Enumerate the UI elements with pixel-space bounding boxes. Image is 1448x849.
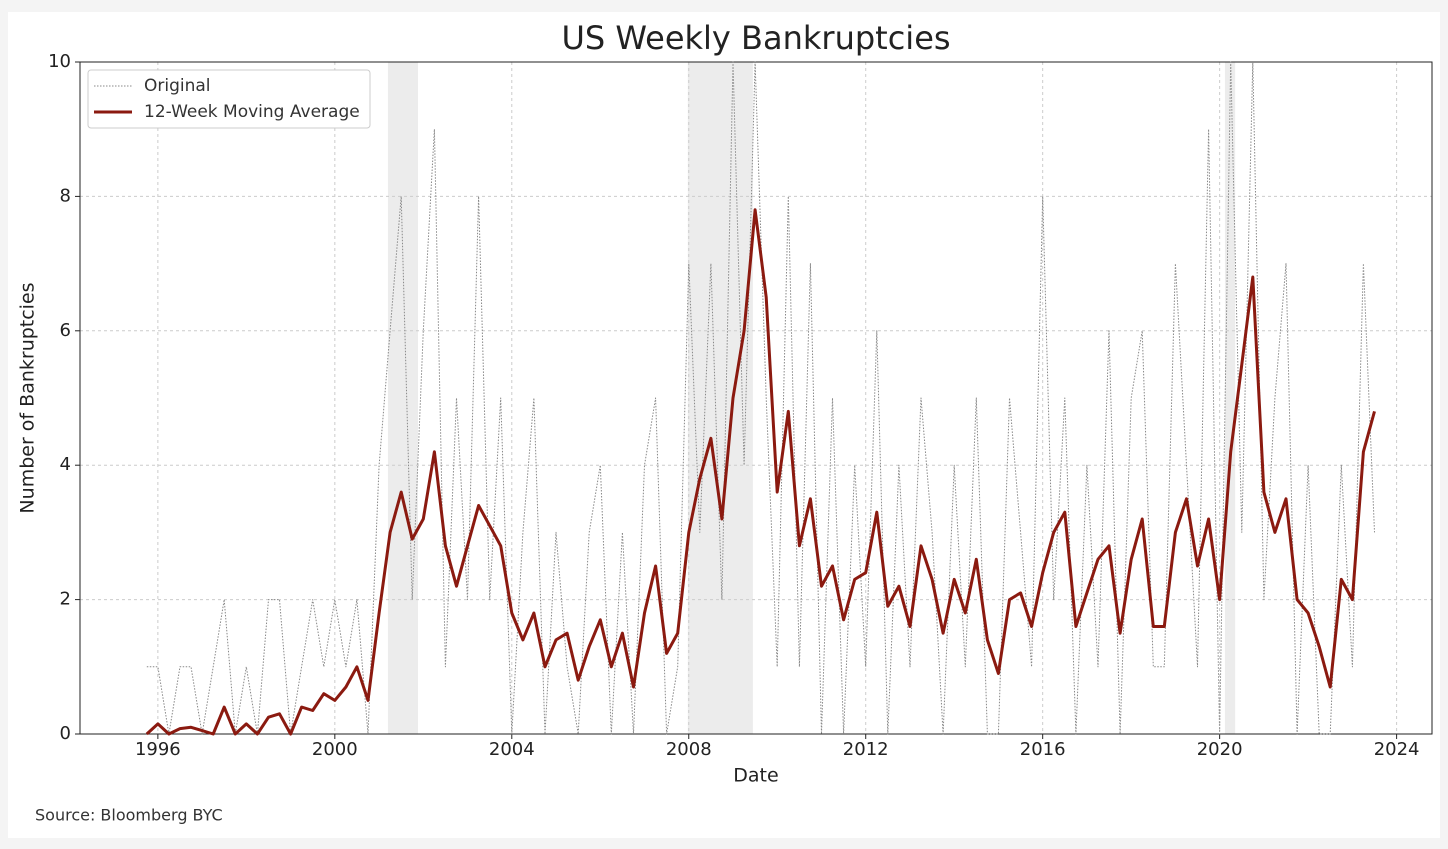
- y-tick-label: 10: [48, 51, 71, 72]
- y-tick-label: 4: [60, 454, 71, 475]
- x-tick-label: 2012: [843, 739, 889, 760]
- shaded-region: [687, 62, 753, 734]
- y-tick-label: 8: [60, 185, 71, 206]
- chart-title: US Weekly Bankruptcies: [561, 19, 950, 57]
- y-axis-label: Number of Bankruptcies: [17, 282, 39, 513]
- legend-label: 12-Week Moving Average: [144, 102, 360, 122]
- plot-frame: [79, 61, 1433, 735]
- x-tick-label: 1996: [135, 739, 181, 760]
- x-tick-label: 2016: [1020, 739, 1066, 760]
- x-tick-label: 2000: [312, 739, 358, 760]
- legend-box: [87, 69, 371, 129]
- x-tick-label: 2024: [1374, 739, 1420, 760]
- y-tick-label: 2: [60, 589, 71, 610]
- legend-label: Original: [144, 76, 211, 96]
- x-tick-label: 2008: [666, 739, 712, 760]
- shaded-region: [1224, 62, 1236, 734]
- y-tick-label: 6: [60, 320, 71, 341]
- source-note: Source: Bloomberg BYC: [35, 806, 223, 825]
- series-line: [145, 208, 1376, 736]
- x-axis-label: Date: [733, 765, 778, 787]
- x-tick-label: 2004: [489, 739, 535, 760]
- shaded-region: [387, 62, 418, 734]
- x-tick-label: 2020: [1197, 739, 1243, 760]
- y-tick-label: 0: [60, 723, 71, 744]
- series-line: [146, 61, 1375, 735]
